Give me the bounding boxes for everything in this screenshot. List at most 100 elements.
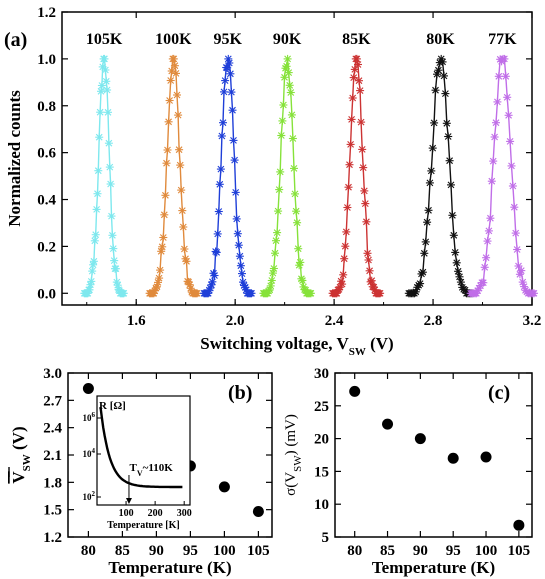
- x-tick-label: 90: [413, 543, 428, 559]
- data-point-asterisk: [444, 132, 453, 141]
- data-point-asterisk: [175, 145, 184, 154]
- data-point: [447, 452, 459, 464]
- data-point-asterisk: [494, 72, 503, 81]
- data-point-asterisk: [359, 163, 368, 172]
- data-point-asterisk: [364, 256, 373, 264]
- series-label: 77K: [488, 31, 517, 48]
- data-point-asterisk: [269, 264, 278, 273]
- data-point-asterisk: [174, 111, 183, 120]
- series-label: 85K: [342, 31, 371, 48]
- data-point-asterisk: [91, 230, 100, 239]
- series-label: 90K: [273, 31, 302, 48]
- data-point-asterisk: [343, 203, 352, 212]
- data-point-asterisk: [221, 76, 230, 85]
- inset-y-tick-label: 104: [83, 447, 96, 459]
- inset-resistance-curve: [99, 406, 183, 489]
- data-point-asterisk: [508, 182, 517, 190]
- data-point-asterisk: [227, 88, 236, 97]
- data-point-asterisk: [480, 263, 489, 272]
- inset-annotation-main: T: [130, 462, 138, 474]
- data-point-asterisk: [428, 144, 437, 153]
- inset-tv-arrow: [125, 498, 132, 504]
- data-point-asterisk: [430, 118, 439, 127]
- data-point-asterisk: [452, 258, 461, 267]
- data-point-asterisk: [89, 257, 98, 266]
- data-point-asterisk: [153, 282, 161, 291]
- data-point-asterisk: [487, 177, 496, 186]
- data-point-asterisk: [294, 244, 303, 253]
- panel-label: (b): [228, 382, 252, 404]
- x-tick-label: 95: [183, 543, 198, 559]
- data-point-asterisk: [416, 279, 425, 288]
- series-line: [263, 58, 311, 294]
- data-point-asterisk: [101, 66, 110, 74]
- data-point-asterisk: [338, 280, 347, 289]
- data-point: [82, 382, 94, 394]
- data-point-asterisk: [507, 161, 516, 170]
- y-tick-label: 30: [314, 366, 329, 382]
- y-tick-label: 1.2: [43, 530, 62, 546]
- data-point-asterisk: [346, 140, 355, 149]
- data-point-asterisk: [283, 54, 292, 63]
- data-point-asterisk: [493, 97, 502, 106]
- x-tick-label: 85: [115, 543, 130, 559]
- data-point-asterisk: [298, 276, 307, 285]
- y-tick-label: 0.6: [37, 146, 56, 162]
- x-axis-label-main: Switching voltage, V: [200, 334, 349, 353]
- data-point-asterisk: [454, 267, 463, 276]
- data-point-asterisk: [456, 278, 465, 287]
- data-point-asterisk: [350, 65, 359, 74]
- data-point: [252, 505, 264, 517]
- data-point-asterisk: [279, 101, 288, 109]
- data-point-asterisk: [102, 77, 111, 86]
- x-tick-label: 90: [149, 543, 164, 559]
- data-point-asterisk: [503, 93, 512, 102]
- data-point-asterisk: [236, 261, 245, 270]
- y-axis-label-main: V: [9, 471, 28, 484]
- inset-x-tick-label: 100: [119, 508, 134, 519]
- data-point-asterisk: [285, 81, 294, 90]
- x-tick-label: 100: [475, 543, 498, 559]
- y-tick-label: 25: [314, 399, 329, 415]
- data-point-asterisk: [282, 62, 291, 71]
- data-point-asterisk: [233, 229, 242, 238]
- y-axis-label-unit: ) (mV): [283, 414, 299, 455]
- y-tick-label: 10: [314, 497, 329, 513]
- data-point: [513, 519, 525, 531]
- inset-y-tick-exp: 4: [92, 447, 96, 455]
- data-point-asterisk: [278, 116, 287, 125]
- data-point-asterisk: [427, 166, 436, 175]
- data-point-asterisk: [266, 281, 275, 290]
- panel-label: (c): [488, 382, 510, 404]
- x-axis-label: Temperature (K): [372, 558, 495, 577]
- data-point: [218, 481, 230, 493]
- data-point-asterisk: [506, 137, 515, 146]
- data-point-asterisk: [103, 86, 112, 94]
- data-point: [414, 433, 426, 445]
- data-point-asterisk: [423, 218, 432, 227]
- data-point-asterisk: [490, 133, 499, 141]
- data-point-asterisk: [421, 237, 430, 246]
- data-point-asterisk: [271, 249, 279, 258]
- data-point-asterisk: [226, 69, 235, 78]
- data-point-asterisk: [96, 108, 105, 117]
- inset-y-tick-base: 10: [83, 492, 93, 502]
- data-point-asterisk: [210, 271, 219, 280]
- data-point-asterisk: [367, 276, 376, 285]
- x-tick-label: 85: [380, 543, 395, 559]
- data-point-asterisk: [220, 87, 228, 96]
- inset-y-label: R [Ω]: [99, 400, 126, 412]
- x-tick-label: 80: [81, 543, 96, 559]
- x-axis-label: Temperature (K): [108, 558, 231, 577]
- data-point-asterisk: [448, 211, 457, 220]
- y-axis-label: Normalized counts: [5, 90, 24, 227]
- data-point: [382, 418, 394, 430]
- series-85K: [328, 54, 385, 298]
- data-point-asterisk: [104, 108, 112, 117]
- data-point-asterisk: [504, 111, 513, 120]
- inset-y-tick-exp: 6: [92, 411, 96, 419]
- data-point-asterisk: [434, 66, 443, 75]
- data-point-asterisk: [208, 277, 217, 286]
- data-point-asterisk: [164, 117, 173, 126]
